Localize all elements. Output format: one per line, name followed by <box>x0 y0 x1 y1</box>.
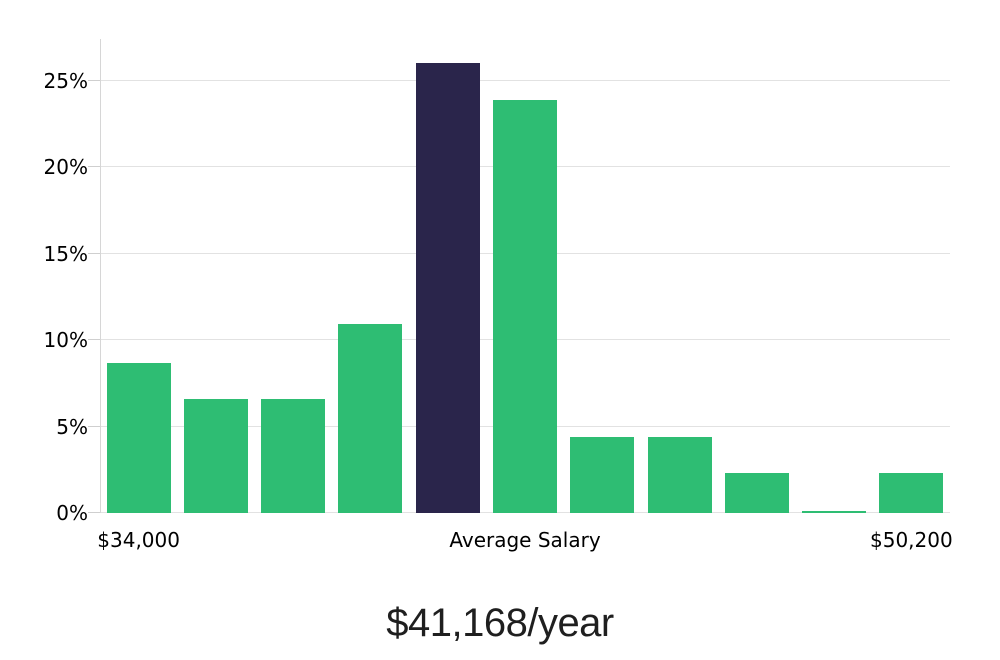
y-tick-mark-20% <box>88 166 100 168</box>
y-tick-label-10%: 10% <box>43 328 88 352</box>
y-tick-mark-5% <box>88 425 100 427</box>
bar-8 <box>724 473 789 513</box>
x-tick-label-50-200: $50,200 <box>870 528 953 552</box>
x-tick-label-34-000: $34,000 <box>97 528 180 552</box>
y-tick-label-5%: 5% <box>56 414 88 439</box>
highlighted-average-bar <box>415 63 480 513</box>
gridline-25% <box>100 79 950 81</box>
y-tick-label-20%: 20% <box>43 155 88 179</box>
bar-6 <box>570 436 635 513</box>
y-axis-line <box>100 39 101 513</box>
bar-1 <box>183 398 248 513</box>
bar-2 <box>261 398 326 513</box>
bar-5 <box>493 99 557 513</box>
y-tick-label-0%: 0% <box>56 501 88 525</box>
y-tick-mark-0% <box>88 512 100 513</box>
y-tick-mark-15% <box>88 252 100 254</box>
bar-0 <box>106 362 171 513</box>
x-tick-label-average-salary: Average Salary <box>449 528 601 552</box>
bar-7 <box>647 436 712 513</box>
bar-3 <box>338 324 403 513</box>
y-tick-label-25%: 25% <box>43 68 88 93</box>
bar-9 <box>802 511 867 513</box>
average-salary-caption: $41,168/year <box>386 601 614 645</box>
y-tick-mark-25% <box>88 79 100 81</box>
y-tick-mark-10% <box>88 339 100 341</box>
bar-10 <box>879 473 944 513</box>
y-tick-label-15%: 15% <box>43 241 88 266</box>
plot-area <box>88 39 950 513</box>
